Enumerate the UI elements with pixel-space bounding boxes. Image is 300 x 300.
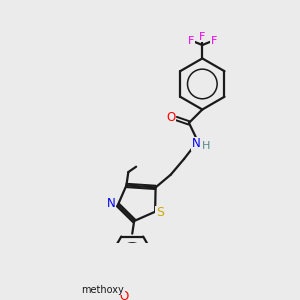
Text: S: S — [156, 206, 164, 220]
Text: O: O — [120, 290, 129, 300]
Text: methoxy: methoxy — [81, 285, 124, 295]
Text: F: F — [211, 36, 217, 46]
Text: N: N — [191, 137, 200, 150]
Text: F: F — [188, 36, 195, 46]
Text: O: O — [166, 111, 176, 124]
Text: F: F — [199, 32, 206, 41]
Text: N: N — [107, 197, 116, 210]
Text: H: H — [202, 141, 210, 151]
